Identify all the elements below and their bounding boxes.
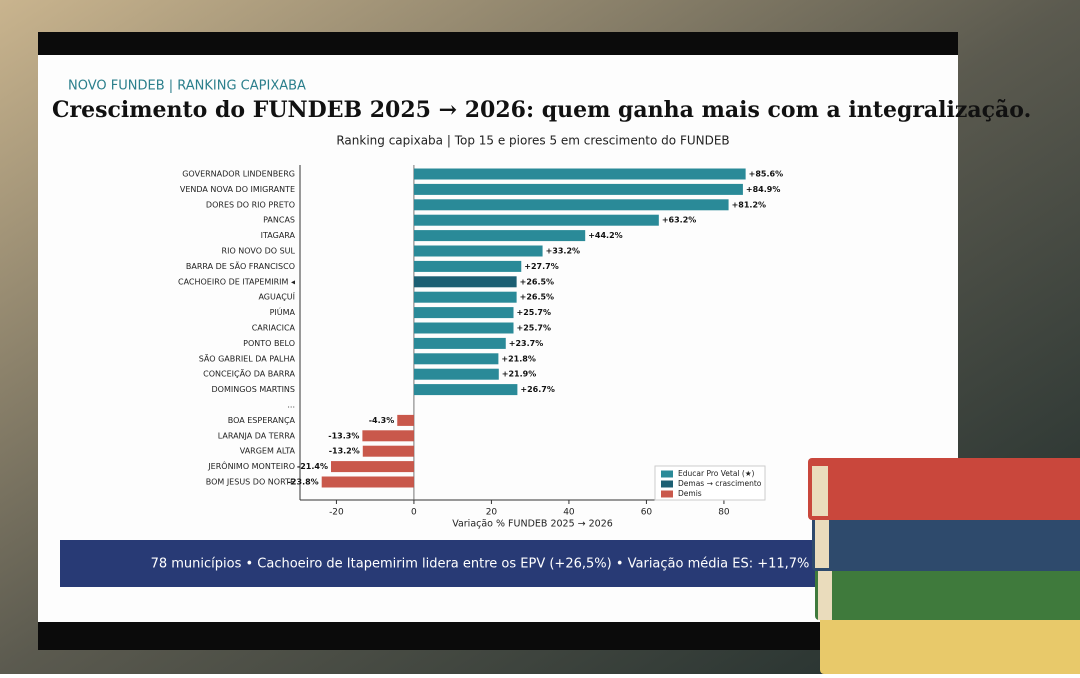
y-tick-label: CACHOEIRO DE ITAPEMIRIM ◂ — [178, 277, 295, 286]
x-tick-label: 60 — [641, 508, 653, 518]
bar — [321, 476, 414, 488]
bar — [413, 307, 514, 319]
value-label: +25.7% — [517, 308, 551, 317]
x-tick-label: -20 — [329, 508, 344, 518]
value-label: +26.5% — [520, 277, 554, 286]
value-label: -13.3% — [328, 431, 359, 440]
value-label: +21.9% — [502, 370, 536, 379]
legend-box — [654, 465, 766, 501]
value-label: -21.4% — [297, 462, 328, 471]
x-axis-label: Variação % FUNDEB 2025 → 2026 — [452, 519, 613, 530]
y-tick-label: ... — [287, 401, 295, 410]
value-label: -23.8% — [288, 478, 319, 487]
bar — [413, 337, 506, 349]
bar — [413, 368, 499, 380]
y-tick-label: AGUAÇUÍ — [258, 291, 295, 302]
bar — [397, 414, 414, 426]
legend-swatch — [661, 480, 673, 488]
bar — [413, 384, 518, 396]
value-label: +25.7% — [517, 324, 551, 333]
y-tick-label: RIO NOVO DO SUL — [222, 247, 296, 256]
bar — [413, 168, 746, 180]
y-tick-label: PIÚMA — [270, 306, 296, 317]
bar — [413, 260, 522, 272]
bar — [362, 430, 414, 442]
y-tick-label: BOA ESPERANÇA — [228, 416, 296, 425]
bar — [413, 353, 499, 365]
value-label: -4.3% — [369, 416, 395, 425]
value-label: +84.9% — [746, 185, 780, 194]
y-tick-label: SÃO GABRIEL DA PALHA — [199, 353, 296, 363]
chart-title: Ranking capixaba | Top 15 e piores 5 em … — [336, 134, 729, 148]
value-label: +33.2% — [546, 247, 580, 256]
bar — [362, 445, 414, 457]
legend-swatch — [661, 470, 673, 478]
y-tick-label: VARGEM ALTA — [240, 447, 296, 456]
value-label: -13.2% — [329, 447, 360, 456]
bar — [413, 214, 659, 226]
footer-banner — [60, 540, 940, 587]
x-tick-label: 20 — [486, 508, 498, 518]
value-label: +27.7% — [524, 262, 558, 271]
legend-label: Demas → crascimento — [678, 479, 762, 488]
legend-label: Demis — [678, 489, 702, 498]
x-tick-label: 0 — [411, 508, 417, 518]
value-label: +63.2% — [662, 216, 696, 225]
kicker: NOVO FUNDEB | RANKING CAPIXABA — [68, 79, 306, 94]
x-tick-label: 80 — [718, 508, 730, 518]
y-tick-label: BARRA DE SÃO FRANCISCO — [186, 261, 295, 271]
legend-label: Educar Pro Vetal (★) — [678, 469, 755, 478]
bar — [331, 461, 414, 473]
bar — [413, 291, 517, 303]
y-tick-label: DOMINGOS MARTINS — [212, 385, 295, 394]
value-label: +85.6% — [749, 170, 783, 179]
value-label: +81.2% — [732, 200, 766, 209]
y-tick-label: LARANJA DA TERRA — [218, 431, 296, 440]
y-tick-label: CARIACICA — [252, 324, 296, 333]
y-tick-label: JERÔNIMO MONTEIRO — [207, 460, 295, 471]
bar — [413, 199, 729, 211]
x-tick-label: 40 — [563, 508, 575, 518]
headline: Crescimento do FUNDEB 2025 → 2026: quem … — [52, 97, 1031, 123]
bar — [413, 183, 743, 195]
y-tick-label: CONCEIÇÃO DA BARRA — [203, 369, 295, 379]
books — [808, 458, 1080, 674]
y-tick-label: VENDA NOVA DO IMIGRANTE — [180, 185, 295, 194]
bar — [413, 230, 586, 242]
value-label: +44.2% — [588, 231, 622, 240]
value-label: +21.8% — [501, 354, 535, 363]
value-label: +23.7% — [509, 339, 543, 348]
y-tick-label: ITAGARA — [261, 231, 296, 240]
value-label: +26.5% — [520, 293, 554, 302]
bar — [413, 322, 514, 334]
y-tick-label: PANCAS — [263, 216, 295, 225]
y-tick-label: PONTO BELO — [243, 339, 295, 348]
legend-swatch — [661, 490, 673, 498]
bar — [413, 245, 543, 257]
y-tick-label: BOM JESUS DO NORTE — [206, 478, 295, 487]
value-label: +26.7% — [520, 385, 554, 394]
y-tick-label: DORES DO RIO PRETO — [206, 200, 295, 209]
bar — [413, 276, 517, 288]
footer-text: 78 municípios • Cachoeiro de Itapemirim … — [151, 557, 810, 572]
y-tick-label: GOVERNADOR LINDENBERG — [182, 170, 295, 179]
